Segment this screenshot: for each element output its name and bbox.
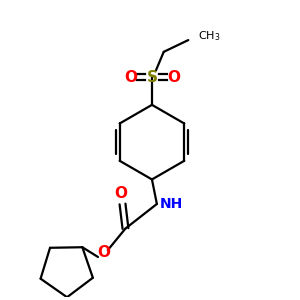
Text: O: O (114, 186, 127, 201)
Text: O: O (124, 70, 137, 85)
Text: S: S (146, 70, 158, 85)
Text: CH$_3$: CH$_3$ (198, 29, 220, 43)
Text: O: O (98, 244, 110, 260)
Text: NH: NH (160, 197, 183, 211)
Text: O: O (167, 70, 180, 85)
